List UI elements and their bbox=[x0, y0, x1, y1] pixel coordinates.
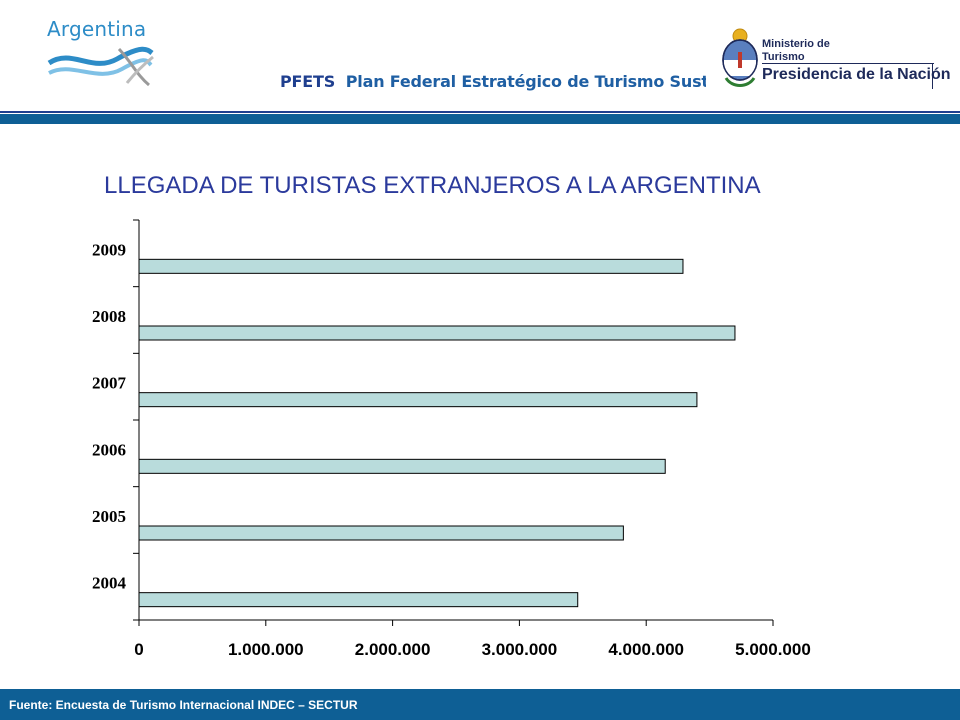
x-tick-label: 2.000.000 bbox=[355, 640, 431, 659]
y-tick-label: 2007 bbox=[92, 374, 127, 393]
x-tick-label: 0 bbox=[134, 640, 143, 659]
ministry-divider bbox=[762, 63, 934, 64]
program-name: Plan Federal Estratégico de Turismo Sust… bbox=[345, 72, 776, 91]
footer-bar: Fuente: Encuesta de Turismo Internaciona… bbox=[0, 689, 960, 720]
brand-name: Argentina bbox=[47, 17, 147, 41]
x-tick-label: 1.000.000 bbox=[228, 640, 304, 659]
bar bbox=[138, 592, 579, 608]
y-tick-label: 2004 bbox=[92, 574, 127, 593]
bar bbox=[138, 258, 684, 274]
bar bbox=[138, 458, 666, 474]
header-divider-thin bbox=[0, 111, 960, 113]
x-tick-label: 4.000.000 bbox=[608, 640, 684, 659]
program-title: PFETS Plan Federal Estratégico de Turism… bbox=[280, 72, 776, 91]
y-tick-label: 2005 bbox=[92, 507, 126, 526]
bar bbox=[138, 525, 624, 541]
presidency-name: Presidencia de la Nación bbox=[762, 66, 951, 83]
waves-icon bbox=[47, 46, 154, 87]
y-tick-label: 2008 bbox=[92, 307, 126, 326]
x-tick-label: 5.000.000 bbox=[735, 640, 811, 659]
ministry-divider-vertical bbox=[932, 63, 933, 89]
bar bbox=[138, 392, 698, 408]
source-note: Fuente: Encuesta de Turismo Internaciona… bbox=[9, 698, 358, 712]
header: Argentina PFETS Plan Federal Estratégico… bbox=[0, 0, 960, 112]
bar bbox=[138, 325, 736, 341]
x-tick-label: 3.000.000 bbox=[482, 640, 558, 659]
argentina-brand-logo: Argentina bbox=[47, 17, 167, 97]
y-tick-label: 2009 bbox=[92, 240, 126, 259]
national-seal-icon bbox=[722, 28, 758, 87]
header-divider-thick bbox=[0, 114, 960, 124]
ministry-name: Ministerio de Turismo bbox=[762, 38, 842, 64]
ministry-logo: Ministerio de Turismo Presidencia de la … bbox=[706, 18, 951, 100]
chart-title: LLEGADA DE TURISTAS EXTRANJEROS A LA ARG… bbox=[104, 172, 761, 199]
ministry-line2: Turismo bbox=[762, 51, 805, 63]
program-acronym: PFETS bbox=[280, 72, 336, 91]
y-tick-label: 2006 bbox=[92, 440, 126, 459]
bar-chart: 0 1.000.000 2.000.000 3.000.000 4.000.000 5.0… bbox=[92, 219, 811, 659]
ministry-line1: Ministerio de bbox=[762, 38, 830, 50]
